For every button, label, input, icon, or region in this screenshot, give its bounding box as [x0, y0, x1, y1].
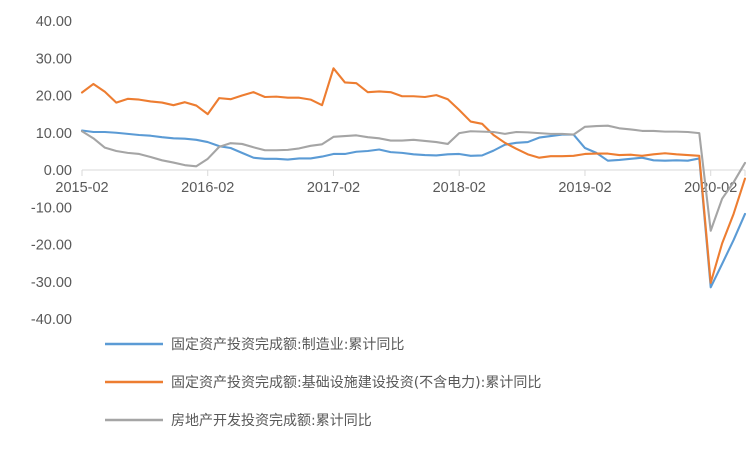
- y-axis-labels: 40.00 30.00 20.00 10.00 0.00 -10.00 -20.00 -30.…: [31, 14, 72, 328]
- legend-label: 固定资产投资完成额:制造业:累计同比: [171, 337, 404, 353]
- y-axis-tick-label: -20.00: [31, 238, 72, 254]
- x-axis-labels: 2015-02 2016-02 2017-02 2018-02 2019-02 2020-…: [55, 170, 746, 196]
- y-axis-tick-label: 10.00: [36, 126, 72, 142]
- legend-label: 房地产开发投资完成额:累计同比: [171, 413, 372, 429]
- series-line-1: [80, 129, 747, 289]
- y-axis-tick-label: 20.00: [36, 89, 72, 105]
- x-axis-tick-label: 2017-02: [307, 180, 360, 196]
- x-axis-tick-label: 2019-02: [558, 180, 611, 196]
- y-axis-tick-label: -40.00: [31, 312, 72, 328]
- x-axis-tick-label: 2015-02: [55, 180, 108, 196]
- series-group: [80, 67, 747, 289]
- y-axis-tick-label: 30.00: [36, 51, 72, 67]
- y-axis-tick-label: 0.00: [44, 163, 72, 179]
- legend-item[interactable]: 房地产开发投资完成额:累计同比: [105, 413, 372, 429]
- y-axis-tick-label: -10.00: [31, 200, 72, 216]
- legend: 固定资产投资完成额:制造业:累计同比固定资产投资完成额:基础设施建设投资(不含电…: [105, 337, 541, 429]
- y-axis-tick-label: -30.00: [31, 275, 72, 291]
- legend-item[interactable]: 固定资产投资完成额:制造业:累计同比: [105, 337, 404, 353]
- series-line-3: [80, 124, 747, 232]
- x-axis-tick-label: 2020-02: [684, 180, 737, 196]
- x-axis-tick-label: 2016-02: [181, 180, 234, 196]
- series-line-2: [80, 67, 747, 284]
- legend-label: 固定资产投资完成额:基础设施建设投资(不含电力):累计同比: [171, 374, 541, 391]
- x-axis-tick-label: 2018-02: [433, 180, 486, 196]
- y-axis-tick-label: 40.00: [36, 14, 72, 30]
- legend-item[interactable]: 固定资产投资完成额:基础设施建设投资(不含电力):累计同比: [105, 374, 541, 391]
